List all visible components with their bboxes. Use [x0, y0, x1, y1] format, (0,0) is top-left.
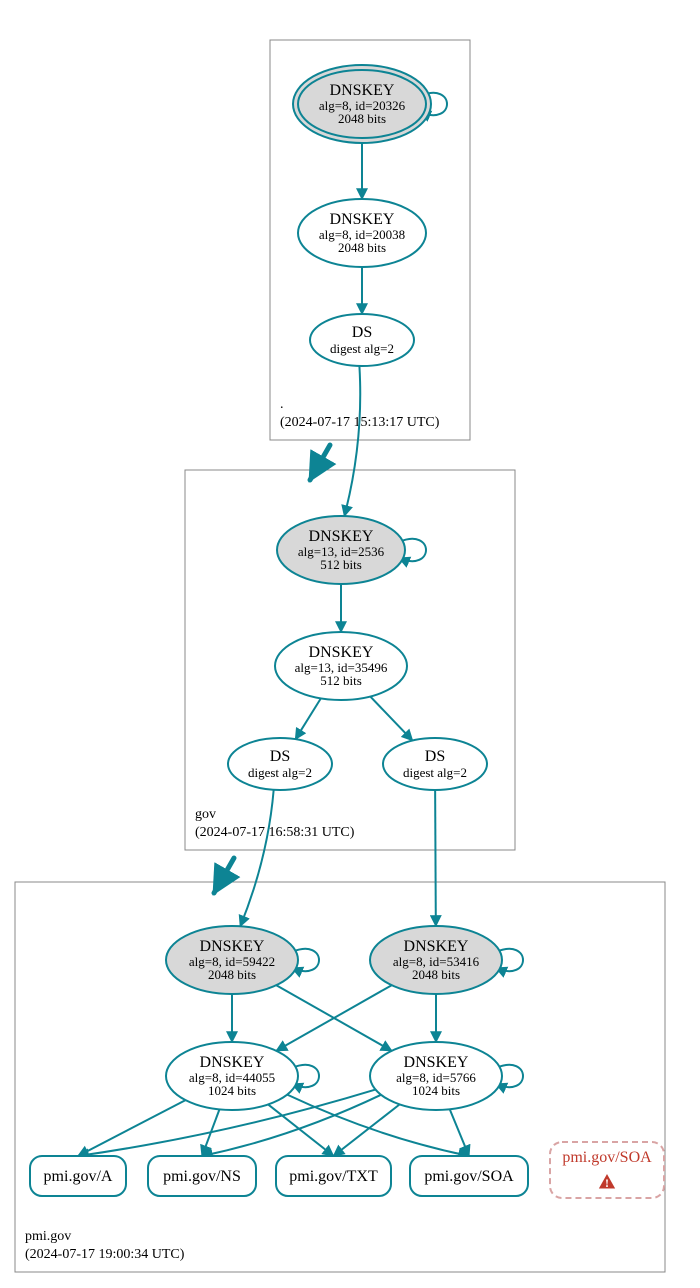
- leaf-a: pmi.gov/A: [30, 1156, 126, 1196]
- node-sub2: 1024 bits: [208, 1083, 256, 1098]
- node-gov_ksk: DNSKEYalg=13, id=2536512 bits: [277, 516, 405, 584]
- node-sub2: 1024 bits: [412, 1083, 460, 1098]
- node-title: DNSKEY: [330, 82, 395, 99]
- node-title: DNSKEY: [330, 211, 395, 228]
- node-sub2: 2048 bits: [208, 967, 256, 982]
- leaf-label: pmi.gov/A: [44, 1168, 113, 1185]
- node-pmi_zsk1: DNSKEYalg=8, id=440551024 bits: [166, 1042, 298, 1110]
- node-title: DS: [270, 748, 290, 765]
- node-title: DS: [352, 324, 372, 341]
- svg-text:!: !: [605, 1176, 609, 1190]
- node-sub2: 2048 bits: [412, 967, 460, 982]
- node-sub1: digest alg=2: [248, 765, 312, 780]
- zone-name: gov: [195, 807, 216, 822]
- node-title: DNSKEY: [200, 1054, 265, 1071]
- node-sub2: 512 bits: [320, 557, 362, 572]
- dnssec-diagram: .(2024-07-17 15:13:17 UTC)gov(2024-07-17…: [0, 0, 700, 1288]
- leaf-label: pmi.gov/SOA: [562, 1149, 652, 1166]
- node-sub2: 512 bits: [320, 673, 362, 688]
- leaf-error: pmi.gov/SOA!: [550, 1142, 664, 1198]
- edges: [78, 93, 523, 1156]
- node-title: DNSKEY: [309, 644, 374, 661]
- node-pmi_ksk1: DNSKEYalg=8, id=594222048 bits: [166, 926, 298, 994]
- node-root_zsk: DNSKEYalg=8, id=200382048 bits: [298, 199, 426, 267]
- leaf-label: pmi.gov/SOA: [424, 1168, 514, 1185]
- leaf-ns: pmi.gov/NS: [148, 1156, 256, 1196]
- node-title: DS: [425, 748, 445, 765]
- node-sub1: digest alg=2: [330, 341, 394, 356]
- node-gov_ds2: DSdigest alg=2: [383, 738, 487, 790]
- leaf-soa: pmi.gov/SOA: [410, 1156, 528, 1196]
- node-sub1: digest alg=2: [403, 765, 467, 780]
- node-sub2: 2048 bits: [338, 111, 386, 126]
- node-title: DNSKEY: [404, 1054, 469, 1071]
- leaf-label: pmi.gov/TXT: [289, 1168, 378, 1185]
- zone-name: .: [280, 397, 284, 412]
- zone-timestamp: (2024-07-17 16:58:31 UTC): [195, 825, 355, 840]
- node-title: DNSKEY: [404, 938, 469, 955]
- node-gov_ds1: DSdigest alg=2: [228, 738, 332, 790]
- node-root_ds: DSdigest alg=2: [310, 314, 414, 366]
- node-gov_zsk: DNSKEYalg=13, id=35496512 bits: [275, 632, 407, 700]
- node-sub2: 2048 bits: [338, 240, 386, 255]
- node-pmi_ksk2: DNSKEYalg=8, id=534162048 bits: [370, 926, 502, 994]
- leaf-txt: pmi.gov/TXT: [276, 1156, 391, 1196]
- node-root_ksk: DNSKEYalg=8, id=203262048 bits: [293, 65, 431, 143]
- zone-name: pmi.gov: [25, 1229, 71, 1244]
- zone-box: pmi.gov (2024-07-17 19:00:34 UTC): [15, 882, 665, 1272]
- node-title: DNSKEY: [309, 528, 374, 545]
- node-pmi_zsk2: DNSKEYalg=8, id=57661024 bits: [370, 1042, 502, 1110]
- node-title: DNSKEY: [200, 938, 265, 955]
- leaf-label: pmi.gov/NS: [163, 1168, 241, 1185]
- zone-timestamp: (2024-07-17 19:00:34 UTC): [25, 1247, 185, 1262]
